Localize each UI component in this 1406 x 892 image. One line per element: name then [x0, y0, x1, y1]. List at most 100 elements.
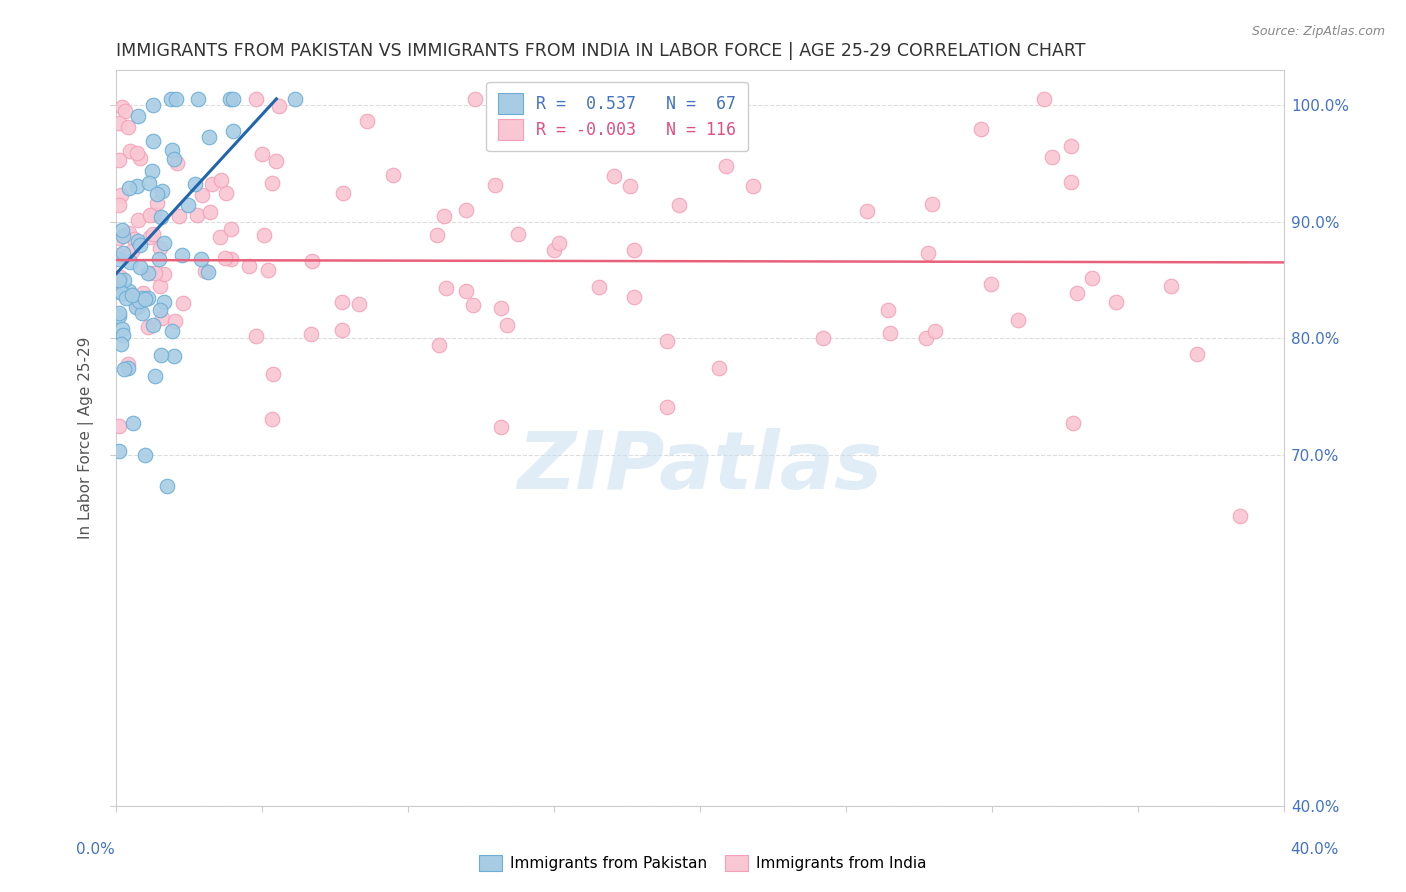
Point: [163, 152, 186, 166]
Point: [221, 222, 243, 236]
Point: [433, 209, 456, 223]
Point: [145, 369, 167, 384]
Point: [121, 287, 143, 301]
Point: [170, 248, 193, 262]
Point: [921, 197, 943, 211]
Point: [245, 92, 267, 106]
Point: [166, 156, 188, 170]
Point: [623, 289, 645, 303]
Point: [172, 296, 194, 310]
Point: [177, 197, 200, 211]
Point: [148, 252, 170, 267]
Point: [198, 205, 221, 219]
Point: [132, 285, 155, 300]
Point: [107, 418, 129, 433]
Point: [146, 196, 169, 211]
Point: [1007, 313, 1029, 327]
Point: [877, 303, 900, 318]
Point: [127, 212, 149, 227]
Point: [245, 329, 267, 343]
Point: [112, 273, 135, 287]
Point: [107, 153, 129, 168]
Point: [149, 240, 172, 254]
Point: [163, 349, 186, 363]
Point: [915, 331, 938, 345]
Point: [129, 260, 152, 274]
Point: [156, 479, 179, 493]
Point: [1062, 416, 1084, 430]
Point: [145, 186, 167, 201]
Point: [238, 259, 260, 273]
Point: [356, 113, 378, 128]
Point: [150, 210, 173, 224]
Point: [143, 207, 166, 221]
Point: [980, 277, 1002, 291]
Point: [332, 186, 354, 200]
Point: [117, 120, 139, 134]
Point: [209, 173, 232, 187]
Point: [1040, 150, 1063, 164]
Point: [194, 264, 217, 278]
Point: [125, 146, 148, 161]
Point: [1066, 286, 1088, 301]
Point: [121, 416, 143, 430]
Point: [160, 324, 183, 338]
Point: [1229, 508, 1251, 523]
Point: [111, 245, 134, 260]
Point: [149, 348, 172, 362]
Point: [149, 302, 172, 317]
Point: [124, 232, 146, 246]
Point: [115, 291, 138, 305]
Point: [134, 449, 156, 463]
Point: [128, 151, 150, 165]
Point: [163, 314, 186, 328]
Point: [461, 298, 484, 312]
Point: [128, 293, 150, 308]
Point: [111, 228, 134, 243]
Point: [1032, 92, 1054, 106]
Point: [257, 263, 280, 277]
Point: [108, 285, 131, 300]
Point: [111, 100, 134, 114]
Point: [668, 198, 690, 212]
Point: [214, 251, 236, 265]
Point: [219, 252, 242, 267]
Point: [454, 284, 477, 298]
Point: [107, 310, 129, 324]
Point: [111, 322, 134, 336]
Point: [108, 231, 131, 245]
Point: [114, 362, 136, 376]
Point: [127, 179, 149, 194]
Point: [153, 236, 176, 251]
Point: [150, 310, 173, 325]
Point: [108, 269, 131, 284]
Point: [191, 188, 214, 202]
Point: [924, 324, 946, 338]
Point: [107, 247, 129, 261]
Point: [134, 292, 156, 306]
Point: [299, 327, 322, 342]
Point: [142, 318, 165, 332]
Point: [301, 254, 323, 268]
Point: [330, 295, 353, 310]
Point: [623, 244, 645, 258]
Point: [117, 357, 139, 371]
Point: [1185, 346, 1208, 360]
Point: [118, 226, 141, 240]
Point: [190, 252, 212, 267]
Point: [879, 326, 901, 341]
Point: [138, 266, 160, 280]
Point: [427, 337, 450, 351]
Point: [917, 246, 939, 260]
Point: [215, 186, 238, 201]
Point: [111, 286, 134, 301]
Point: [149, 279, 172, 293]
Point: [1105, 295, 1128, 310]
Point: [657, 401, 679, 415]
Text: Source: ZipAtlas.com: Source: ZipAtlas.com: [1251, 25, 1385, 37]
Point: [159, 92, 181, 106]
Point: [162, 143, 184, 157]
Point: [489, 420, 512, 434]
Point: [110, 336, 132, 351]
Point: [970, 122, 993, 136]
